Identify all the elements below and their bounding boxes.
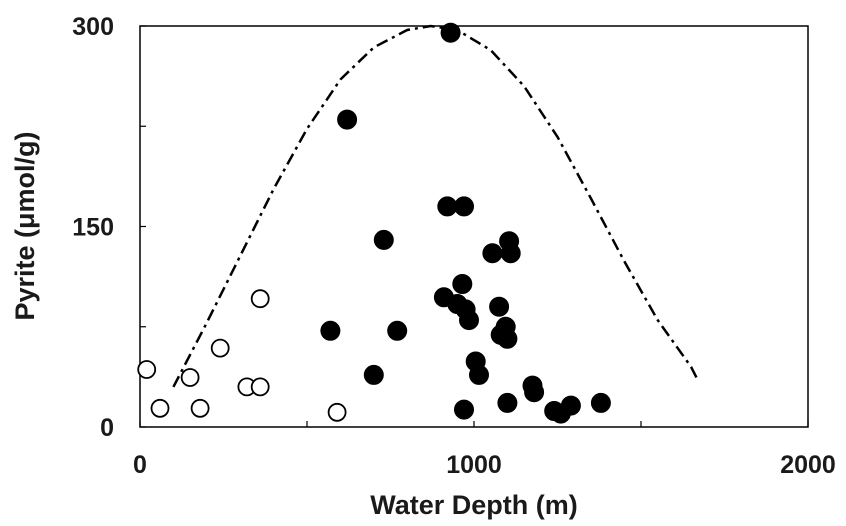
tick-labels-layer: 0 1000 2000 0 150 300 (72, 13, 836, 479)
filled-data-point (454, 399, 474, 420)
filled-data-point (524, 382, 545, 403)
filled-data-point (452, 274, 473, 294)
y-tick-label: 300 (72, 13, 114, 41)
y-axis-title: Pyrite (μmol/g) (10, 131, 40, 320)
filled-data-point (440, 22, 461, 43)
curve-layer (172, 24, 699, 388)
filled-data-point (497, 392, 518, 413)
filled-data-point (469, 364, 489, 385)
open-data-point (250, 289, 270, 309)
ticks-layer (139, 25, 809, 428)
open-data-point (137, 360, 157, 379)
x-axis-title: Water Depth (m) (370, 490, 578, 520)
points-layer (137, 22, 611, 424)
filled-data-point (482, 243, 503, 264)
x-tick-label: 0 (133, 451, 147, 479)
filled-data-point (337, 109, 358, 130)
filled-data-point (387, 320, 408, 341)
open-data-point (210, 338, 230, 358)
x-tick-label: 1000 (446, 451, 502, 479)
y-tick-label: 150 (72, 214, 114, 242)
x-tick-label: 2000 (780, 451, 836, 479)
filled-data-point (500, 243, 521, 264)
open-data-point (250, 377, 270, 397)
open-data-point (180, 368, 200, 387)
y-tick-label: 0 (100, 414, 114, 442)
filled-data-point (363, 364, 384, 385)
filled-data-point (437, 196, 458, 217)
open-data-point (150, 398, 170, 418)
filled-data-point (459, 310, 479, 331)
filled-data-point (454, 196, 474, 217)
open-data-point (327, 402, 347, 422)
filled-data-point (489, 296, 510, 317)
filled-data-point (320, 320, 341, 341)
open-data-point (190, 398, 210, 418)
filled-data-point (373, 229, 394, 250)
filled-data-point (590, 392, 611, 413)
filled-data-point (560, 395, 581, 416)
filled-data-point (497, 328, 518, 349)
dash-dot-envelope-curve (172, 24, 699, 388)
